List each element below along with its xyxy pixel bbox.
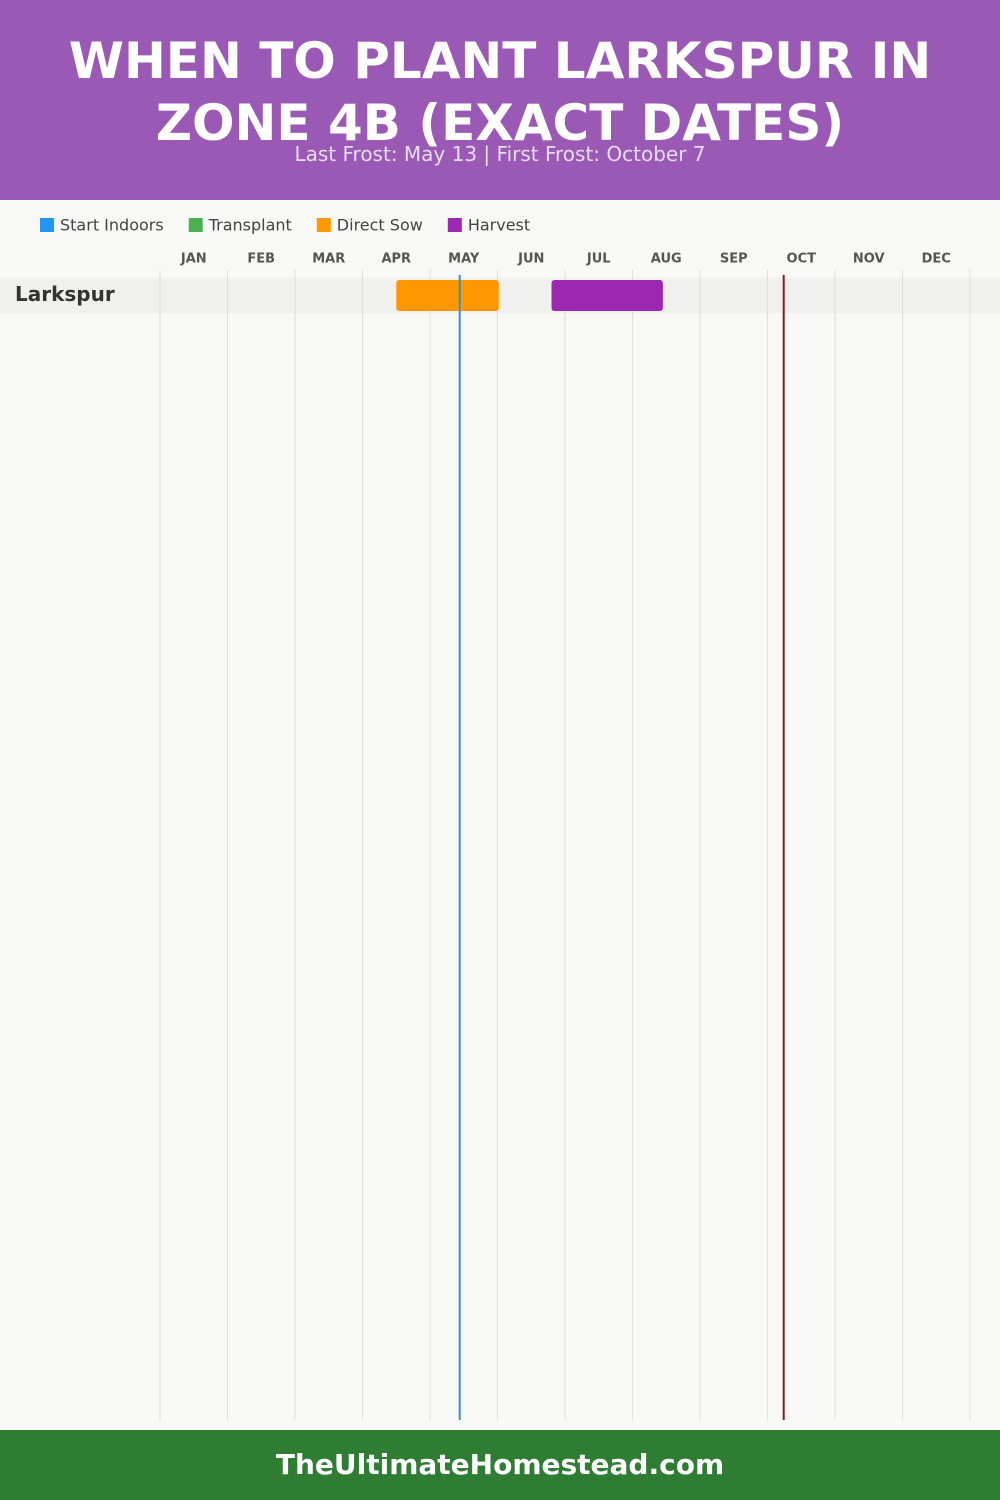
x-tick-label: JUL bbox=[586, 252, 611, 267]
subtitle: Last Frost: May 13 | First Frost: Octobe… bbox=[294, 142, 706, 166]
legend-label: Harvest bbox=[468, 216, 530, 235]
legend-swatch bbox=[40, 218, 54, 232]
legend-swatch bbox=[447, 218, 462, 232]
title: WHEN TO PLANT LARKSPUR IN ZONE 4B (EXACT… bbox=[68, 32, 932, 152]
header: WHEN TO PLANT LARKSPUR IN ZONE 4B (EXACT… bbox=[0, 0, 1000, 200]
row-band bbox=[0, 278, 1000, 313]
chart: Start Indoors Transplant Direct Sow Harvest… bbox=[0, 216, 1000, 1420]
legend-swatch bbox=[316, 218, 331, 232]
row-label: Larkspur bbox=[15, 282, 115, 306]
x-tick-label: MAR bbox=[312, 252, 345, 267]
footer: TheUltimateHomestead.com bbox=[0, 1430, 1000, 1500]
legend-label: Start Indoors bbox=[60, 216, 164, 235]
footer-text: TheUltimateHomestead.com bbox=[275, 1448, 725, 1481]
x-tick-label: OCT bbox=[787, 252, 817, 267]
x-tick-label: AUG bbox=[651, 252, 682, 267]
legend-label: Direct Sow bbox=[337, 216, 423, 235]
bar bbox=[551, 280, 663, 311]
legend-swatch bbox=[188, 218, 203, 232]
x-tick-label: MAY bbox=[448, 252, 480, 267]
legend-label: Transplant bbox=[208, 216, 292, 235]
x-tick-label: DEC bbox=[922, 252, 951, 267]
x-tick-label: JUN bbox=[517, 252, 544, 267]
x-tick-label: NOV bbox=[853, 252, 885, 267]
x-tick-label: SEP bbox=[720, 252, 748, 267]
x-tick-label: JAN bbox=[180, 252, 207, 267]
x-tick-label: APR bbox=[381, 252, 411, 267]
bar bbox=[396, 280, 499, 311]
x-tick-label: FEB bbox=[247, 252, 275, 267]
